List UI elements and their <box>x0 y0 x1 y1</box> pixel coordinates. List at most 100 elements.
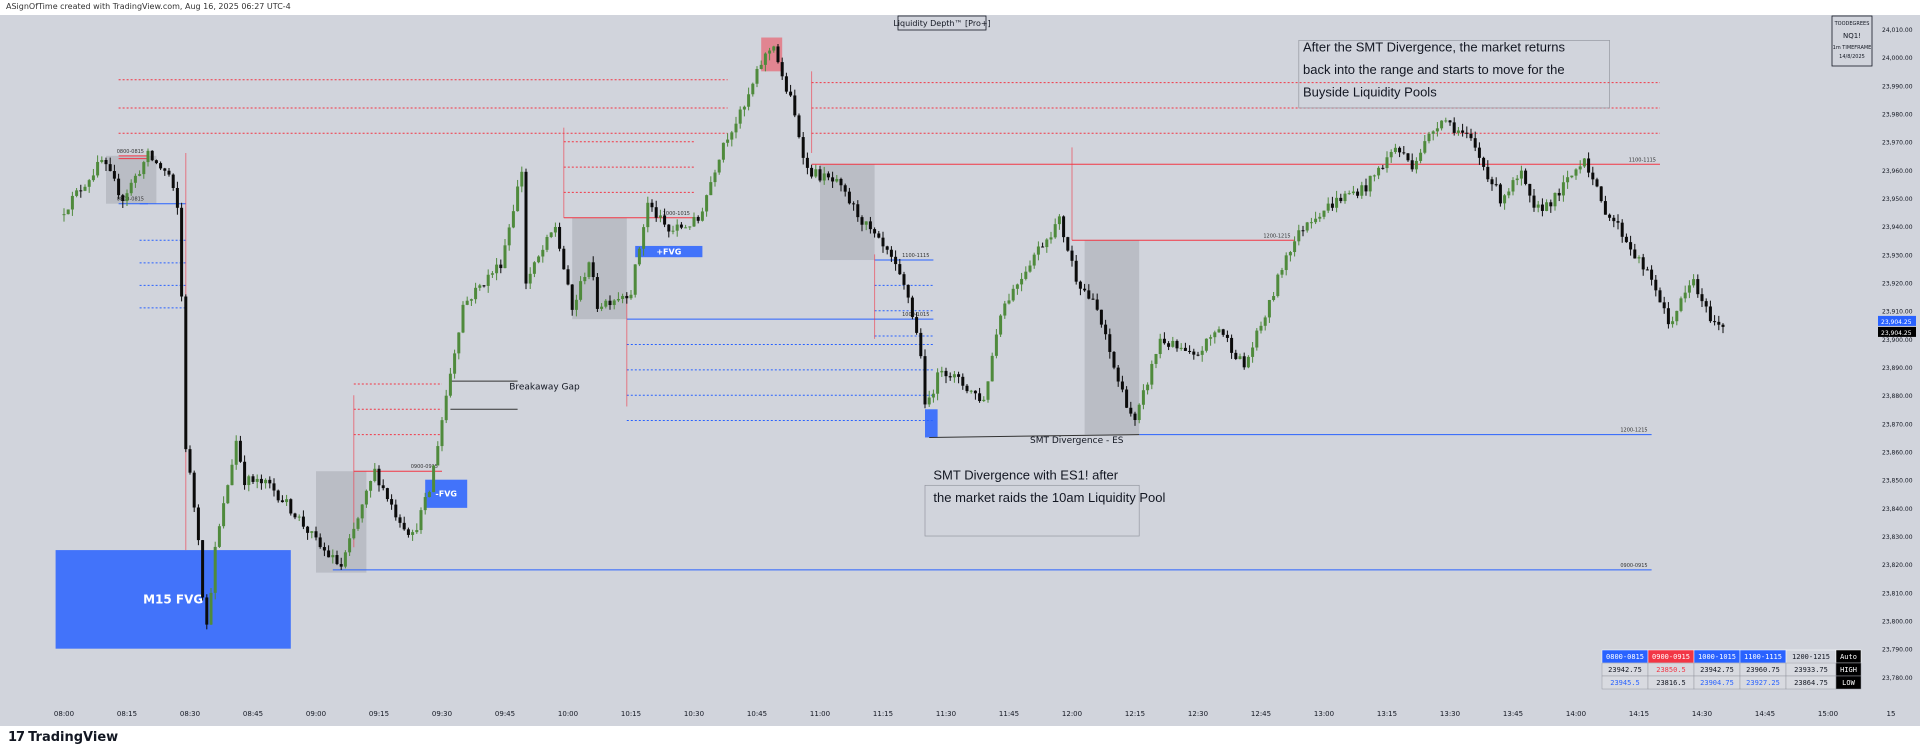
candle-body <box>646 202 650 228</box>
indicator-title: Liquidity Depth™ [Pro+] <box>893 19 990 28</box>
candle-body <box>1398 147 1402 153</box>
price-tick-label: 23,990.00 <box>1882 83 1913 90</box>
candle-body <box>1713 321 1717 323</box>
candle-body <box>553 226 557 233</box>
candle-body <box>558 226 562 249</box>
candle-body <box>931 393 935 398</box>
level-label: 1000-1015 <box>663 211 690 217</box>
candle-body <box>961 376 965 386</box>
level-label: 1100-1115 <box>1629 157 1656 163</box>
candle-body <box>209 592 213 625</box>
price-chart[interactable]: M15 FVG -FVG +FVG 0800-0815 0800-0815 0900-0… <box>0 15 1920 726</box>
candle-body <box>797 115 801 138</box>
candle-body <box>650 202 654 208</box>
candle-body <box>831 177 835 182</box>
candle-body <box>1070 250 1074 261</box>
candle-body <box>1238 356 1242 360</box>
candle-body <box>1477 147 1481 158</box>
candle-body <box>1511 180 1515 192</box>
candle-body <box>1129 407 1133 414</box>
attribution-text: ASignOfTime created with TradingView.com… <box>6 2 291 11</box>
candle-body <box>1259 325 1263 331</box>
candle-body <box>1251 347 1255 357</box>
candle-body <box>1650 269 1654 280</box>
smt-divergence-line <box>929 434 1140 438</box>
candle-body <box>658 215 662 218</box>
indicator-title-box[interactable] <box>897 15 987 31</box>
candle-body <box>965 385 969 392</box>
candle-body <box>1267 299 1271 318</box>
candle-body <box>285 499 289 503</box>
candle-body <box>1003 303 1007 316</box>
watermark-line: TOODEGREES <box>1834 21 1870 27</box>
candle-body <box>352 528 356 539</box>
candle-body <box>612 300 616 306</box>
candle-body <box>419 510 423 531</box>
candle-body <box>474 287 478 300</box>
chart-annotation: After the SMT Divergence, the market ret… <box>1303 40 1566 55</box>
candle-body <box>1204 338 1208 351</box>
candle-body <box>499 264 503 269</box>
candle-body <box>360 504 364 519</box>
candle-body <box>973 390 977 394</box>
candle-body <box>335 555 339 565</box>
candle-body <box>364 490 368 505</box>
candle-body <box>772 46 776 51</box>
candle-body <box>226 485 230 504</box>
candle-body <box>1024 271 1028 279</box>
time-tick-label: 14:30 <box>1692 710 1712 718</box>
candle-body <box>822 173 826 181</box>
candle-body <box>1452 122 1456 133</box>
candle-body <box>692 216 696 227</box>
candle-body <box>784 76 788 92</box>
candle-body <box>1599 186 1603 202</box>
candle-body <box>944 370 948 377</box>
candle-body <box>1141 390 1145 405</box>
candle-body <box>1612 217 1616 222</box>
candle-body <box>910 297 914 318</box>
candle-body <box>259 478 263 484</box>
candle-body <box>1662 302 1666 309</box>
candle-body <box>826 173 830 178</box>
candle-body <box>1217 329 1221 333</box>
candle-body <box>1469 133 1473 139</box>
session-table-value: 23816.5 <box>1656 679 1686 687</box>
candle-body <box>1515 178 1519 181</box>
session-range-zone <box>820 164 875 261</box>
candle-body <box>717 159 721 173</box>
candle-body <box>478 285 482 288</box>
fvg-label: +FVG <box>656 247 681 256</box>
candle-body <box>1482 157 1486 167</box>
candle-body <box>805 157 809 168</box>
candle-body <box>1305 222 1309 231</box>
candle-body <box>1263 317 1267 326</box>
candle-body <box>902 274 906 285</box>
candle-body <box>1343 193 1347 202</box>
time-tick-label: 08:15 <box>117 710 137 718</box>
candle-body <box>1196 354 1200 356</box>
candle-body <box>1318 216 1322 219</box>
candle-body <box>726 139 730 143</box>
tradingview-logo[interactable]: 17 TradingView <box>8 730 118 745</box>
session-table-value: 23904.75 <box>1700 679 1734 687</box>
candle-body <box>1498 184 1502 204</box>
candle-body <box>927 397 931 405</box>
candle-body <box>1423 141 1427 153</box>
candle-body <box>516 186 520 212</box>
candle-body <box>1385 157 1389 169</box>
fvg-zone <box>635 245 703 258</box>
candle-body <box>1091 298 1095 300</box>
candle-body <box>713 172 717 183</box>
candle-body <box>1213 332 1217 338</box>
time-tick-label: 09:00 <box>306 710 326 718</box>
time-tick-label: 13:30 <box>1440 710 1460 718</box>
candle-body <box>625 295 629 299</box>
candle-body <box>1624 236 1628 243</box>
fvg-label: M15 FVG <box>143 593 203 607</box>
candle-body <box>1020 278 1024 285</box>
candle-body <box>385 488 389 500</box>
candle-body <box>62 214 66 216</box>
candle-body <box>490 273 494 275</box>
candle-body <box>1221 329 1225 335</box>
price-tick-label: 23,960.00 <box>1882 168 1913 175</box>
